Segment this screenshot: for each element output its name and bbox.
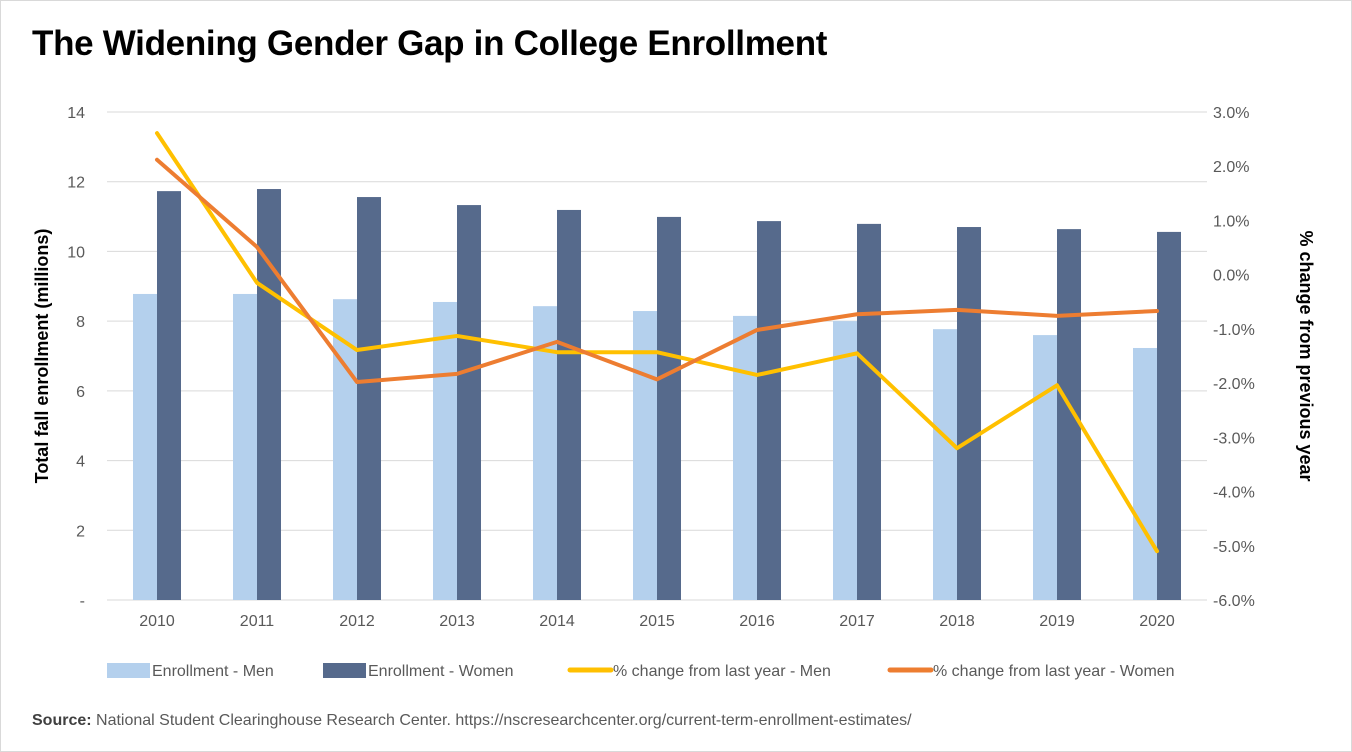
x-tick-label: 2018 xyxy=(939,613,975,630)
bar-men xyxy=(233,293,257,600)
y2-tick-label: -6.0% xyxy=(1213,593,1255,610)
bar-men xyxy=(433,301,457,600)
y2-tick-label: -4.0% xyxy=(1213,485,1255,502)
x-tick-label: 2016 xyxy=(739,613,775,630)
x-tick-label: 2014 xyxy=(539,613,575,630)
x-tick-label: 2020 xyxy=(1139,613,1175,630)
legend-label: Enrollment - Women xyxy=(368,663,514,680)
x-tick-label: 2010 xyxy=(139,613,175,630)
y2-tick-label: 2.0% xyxy=(1213,159,1249,176)
source-text: National Student Clearinghouse Research … xyxy=(96,712,912,729)
chart-title: The Widening Gender Gap in College Enrol… xyxy=(32,24,828,63)
y2-tick-label: 0.0% xyxy=(1213,268,1249,285)
legend-label: Enrollment - Men xyxy=(152,663,274,680)
bar-women xyxy=(757,221,781,601)
legend-swatch xyxy=(323,663,366,678)
y-tick-label: 6 xyxy=(76,384,85,401)
bar-women xyxy=(257,189,281,600)
y-tick-label: 8 xyxy=(76,314,85,331)
bar-women xyxy=(457,205,481,600)
y-tick-label: 14 xyxy=(67,105,85,122)
y2-axis-label: % change from previous year xyxy=(1296,230,1316,481)
bar-women xyxy=(657,216,681,601)
source-note: Source: National Student Clearinghouse R… xyxy=(32,712,912,730)
line-women-pct-change xyxy=(155,157,1159,385)
bar-women xyxy=(557,209,581,600)
legend-swatch xyxy=(107,663,150,678)
bar-women xyxy=(157,191,181,600)
bar-women xyxy=(1157,231,1181,600)
y-tick-label: 2 xyxy=(76,523,85,540)
y-tick-label: 12 xyxy=(67,175,85,192)
bar-women xyxy=(957,227,981,600)
bar-men xyxy=(1133,347,1157,600)
x-tick-label: 2012 xyxy=(339,613,375,630)
bar-women xyxy=(357,197,381,600)
bar-men xyxy=(133,293,157,600)
line-men-pct-change xyxy=(155,131,1159,554)
bar-men xyxy=(933,329,957,600)
x-tick-label: 2017 xyxy=(839,613,875,630)
legend-label: % change from last year - Women xyxy=(933,663,1175,680)
y-tick-label: 10 xyxy=(67,244,85,261)
y-tick-label: - xyxy=(80,593,85,610)
source-label: Source: xyxy=(32,712,92,729)
bar-women xyxy=(1057,229,1081,600)
y2-tick-label: -5.0% xyxy=(1213,539,1255,556)
bar-men xyxy=(533,306,557,600)
y2-tick-label: -1.0% xyxy=(1213,322,1255,339)
y2-tick-label: 1.0% xyxy=(1213,213,1249,230)
x-tick-label: 2019 xyxy=(1039,613,1075,630)
y2-tick-label: -3.0% xyxy=(1213,430,1255,447)
x-tick-label: 2011 xyxy=(240,613,275,630)
y2-tick-label: -2.0% xyxy=(1213,376,1255,393)
y2-tick-label: 3.0% xyxy=(1213,105,1249,122)
x-tick-label: 2015 xyxy=(639,613,675,630)
x-tick-label: 2013 xyxy=(439,613,475,630)
legend-label: % change from last year - Men xyxy=(613,663,831,680)
bar-men xyxy=(833,321,857,600)
bar-men xyxy=(733,315,757,600)
y-tick-label: 4 xyxy=(76,454,85,471)
y-axis-label: Total fall enrollment (millions) xyxy=(32,229,52,484)
bar-women xyxy=(857,223,881,601)
bar-men xyxy=(633,311,657,600)
bar-men xyxy=(1033,335,1057,600)
